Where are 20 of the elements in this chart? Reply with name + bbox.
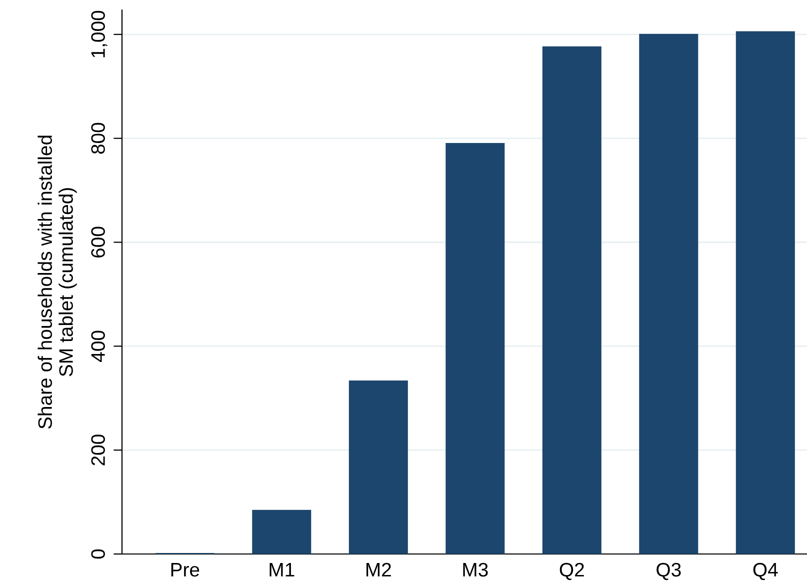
x-tick-label: Q2 xyxy=(560,562,584,580)
bar xyxy=(252,510,312,554)
y-tick-label: 200 xyxy=(91,434,105,466)
x-tick-label: M2 xyxy=(366,562,391,576)
bar xyxy=(639,34,698,554)
x-tick-label: Q4 xyxy=(753,562,778,580)
y-tick-label: 400 xyxy=(91,330,105,362)
x-tick-label: Pre xyxy=(171,563,200,577)
y-axis-title: Share of households with installed SM tablet (cumulated) xyxy=(38,136,77,429)
bar xyxy=(348,380,408,554)
bar xyxy=(736,31,795,554)
y-tick-label: 800 xyxy=(91,122,105,154)
x-tick-label: M3 xyxy=(463,562,488,577)
x-tick-label: Q3 xyxy=(656,562,681,580)
bar xyxy=(542,46,602,554)
y-tick-label: 0 xyxy=(91,549,105,559)
x-tick-label: M1 xyxy=(270,563,294,576)
bar xyxy=(446,143,505,554)
y-tick-label: 1,000 xyxy=(91,10,108,58)
y-tick-label: 600 xyxy=(91,226,105,258)
